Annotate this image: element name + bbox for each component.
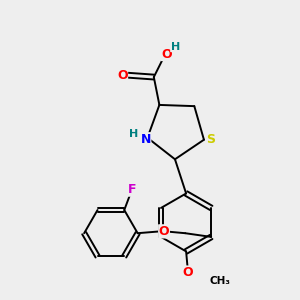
Text: O: O <box>159 225 169 238</box>
Text: O: O <box>183 266 193 279</box>
Text: CH₃: CH₃ <box>209 276 230 286</box>
Text: O: O <box>161 47 172 61</box>
Text: N: N <box>140 133 151 146</box>
Text: H: H <box>129 129 138 139</box>
Text: F: F <box>128 183 136 196</box>
Text: H: H <box>171 42 180 52</box>
Text: S: S <box>206 133 215 146</box>
Text: O: O <box>117 69 128 82</box>
